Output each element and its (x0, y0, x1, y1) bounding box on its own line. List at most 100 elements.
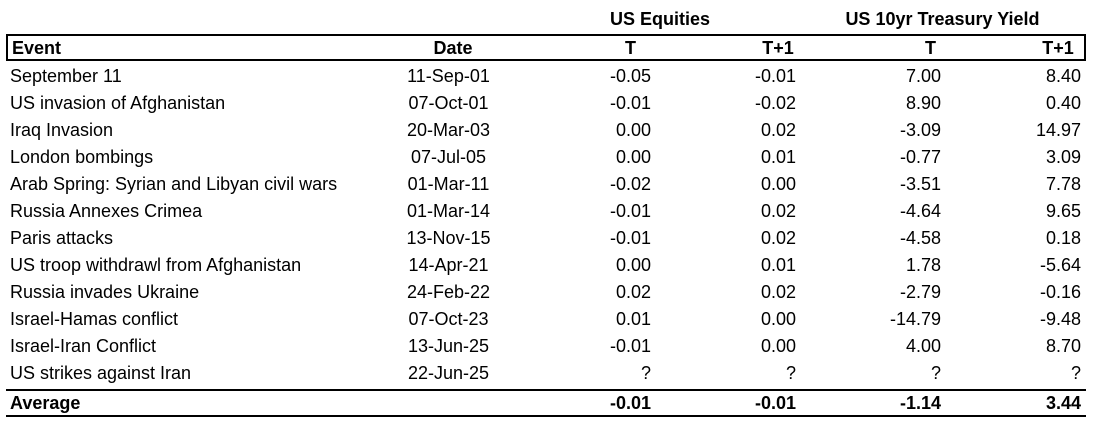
equities-t1-cell: 0.02 (760, 282, 796, 302)
date-cell: 11-Sep-01 (407, 66, 490, 86)
group-header-us-equities: US Equities (609, 9, 711, 29)
date-cell: 24-Feb-22 (406, 282, 491, 302)
table-row: US troop withdrawl from Afghanistan 14-Ap… (6, 252, 1086, 279)
event-cell: September 11 (10, 66, 122, 86)
equities-t-cell: -0.01 (609, 336, 651, 356)
equities-t-cell: -0.01 (609, 93, 651, 113)
equities-t-cell: -0.01 (609, 201, 651, 221)
equities-t1-cell: 0.02 (760, 120, 796, 140)
date-cell: 13-Nov-15 (406, 228, 491, 248)
table-row: Israel-Hamas conflict 07-Oct-23 0.01 0.00 -1… (6, 306, 1086, 333)
equities-t1-cell: 0.00 (760, 309, 796, 329)
equities-t-cell: -0.01 (609, 228, 651, 248)
column-header-equities-t1: T+1 (762, 38, 794, 58)
table-row: Iraq Invasion 20-Mar-03 0.00 0.02 -3.09 14.97 (6, 117, 1086, 144)
treasury-t1-cell: ? (1070, 363, 1081, 383)
treasury-t1-cell: -9.48 (1039, 309, 1081, 329)
treasury-t-cell: -0.77 (899, 147, 941, 167)
treasury-t1-cell: 8.70 (1045, 336, 1081, 356)
date-cell: 07-Oct-23 (408, 309, 489, 329)
treasury-t1-cell: 0.40 (1045, 93, 1081, 113)
date-cell: 07-Oct-01 (408, 93, 489, 113)
table-row: US invasion of Afghanistan 07-Oct-01 -0.01… (6, 90, 1086, 117)
average-row: Average -0.01 -0.01 -1.14 3.44 (6, 389, 1086, 417)
treasury-t1-cell: -0.16 (1039, 282, 1081, 302)
equities-t1-cell: 0.02 (760, 228, 796, 248)
table-row: US strikes against Iran 22-Jun-25???? (6, 360, 1086, 387)
treasury-t1-cell: 9.65 (1045, 201, 1081, 221)
column-header-equities-t: T (625, 38, 636, 58)
event-cell: London bombings (10, 147, 154, 167)
group-header-treasury-yield: US 10yr Treasury Yield (845, 9, 1040, 29)
equities-t-cell: -0.05 (609, 66, 651, 86)
equities-t1-cell: -0.02 (754, 93, 796, 113)
column-header-date: Date (433, 38, 473, 58)
average-equities-t: -0.01 (609, 393, 651, 413)
date-cell: 20-Mar-03 (406, 120, 491, 140)
treasury-t1-cell: 3.09 (1045, 147, 1081, 167)
event-cell: Iraq Invasion (10, 120, 114, 140)
event-cell: Russia invades Ukraine (10, 282, 200, 302)
treasury-t-cell: 8.90 (905, 93, 941, 113)
average-treasury-t: -1.14 (899, 393, 941, 413)
equities-t1-cell: 0.00 (760, 336, 796, 356)
equities-t-cell: 0.00 (615, 147, 651, 167)
equities-t-cell: -0.02 (609, 174, 651, 194)
treasury-t-cell: -4.58 (899, 228, 941, 248)
treasury-t-cell: ? (930, 363, 941, 383)
equities-t1-cell: 0.02 (760, 201, 796, 221)
table-row: Arab Spring: Syrian and Libyan civil war… (6, 171, 1086, 198)
equities-t1-cell: -0.01 (754, 66, 796, 86)
average-label: Average (10, 393, 81, 413)
equities-t-cell: 0.02 (615, 282, 651, 302)
average-treasury-t1: 3.44 (1045, 393, 1081, 413)
table-row: London bombings 07-Jul-05 0.00 0.01 -0.77 3.0… (6, 144, 1086, 171)
treasury-t-cell: -3.51 (899, 174, 941, 194)
column-header-treasury-t: T (925, 38, 936, 58)
treasury-t-cell: -4.64 (899, 201, 941, 221)
date-cell: 13-Jun-25 (407, 336, 490, 356)
treasury-t-cell: -2.79 (899, 282, 941, 302)
treasury-t1-cell: 7.78 (1045, 174, 1081, 194)
event-cell: Paris attacks (10, 228, 114, 248)
equities-t1-cell: 0.00 (760, 174, 796, 194)
event-cell: Israel-Hamas conflict (10, 309, 179, 329)
event-cell: US strikes against Iran (10, 363, 192, 383)
column-header-treasury-t1: T+1 (1042, 38, 1074, 58)
event-cell: Russia Annexes Crimea (10, 201, 203, 221)
date-cell: 14-Apr-21 (408, 255, 489, 275)
date-cell: 22-Jun-25 (407, 363, 490, 383)
equities-t-cell: 0.00 (615, 120, 651, 140)
treasury-t1-cell: 0.18 (1045, 228, 1081, 248)
equities-t-cell: 0.00 (615, 255, 651, 275)
treasury-t-cell: -14.79 (889, 309, 941, 329)
treasury-t-cell: -3.09 (899, 120, 941, 140)
event-cell: US troop withdrawl from Afghanistan (10, 255, 302, 275)
equities-t1-cell: 0.01 (760, 147, 796, 167)
event-cell: US invasion of Afghanistan (10, 93, 226, 113)
treasury-t-cell: 4.00 (905, 336, 941, 356)
table-header-row: Event Date T T+1 T T+1 (6, 34, 1086, 61)
table-row: Paris attacks 13-Nov-15 -0.01 0.02 -4.58 0.18 (6, 225, 1086, 252)
table-row: Russia invades Ukraine 24-Feb-22 0.02 0.02 -… (6, 279, 1086, 306)
equities-t1-cell: 0.01 (760, 255, 796, 275)
equities-t1-cell: ? (785, 363, 796, 383)
table-row: Russia Annexes Crimea 01-Mar-14 -0.01 0.02 -… (6, 198, 1086, 225)
column-header-event: Event (12, 38, 62, 58)
average-equities-t1: -0.01 (754, 393, 796, 413)
equities-t-cell: 0.01 (615, 309, 651, 329)
equities-t-cell: ? (640, 363, 651, 383)
treasury-t1-cell: -5.64 (1039, 255, 1081, 275)
treasury-t1-cell: 14.97 (1035, 120, 1081, 140)
treasury-t-cell: 7.00 (905, 66, 941, 86)
event-cell: Arab Spring: Syrian and Libyan civil war… (10, 174, 338, 194)
date-cell: 01-Mar-11 (407, 174, 490, 194)
event-cell: Israel-Iran Conflict (10, 336, 157, 356)
table-body: September 11 11-Sep-01 -0.05 -0.01 7.00 8.40 U… (6, 61, 1086, 387)
date-cell: 07-Jul-05 (410, 147, 487, 167)
treasury-t-cell: 1.78 (905, 255, 941, 275)
treasury-t1-cell: 8.40 (1045, 66, 1081, 86)
date-cell: 01-Mar-14 (406, 201, 491, 221)
events-table: Event Date T T+1 T T+1 September 11 11-Se… (6, 34, 1086, 417)
